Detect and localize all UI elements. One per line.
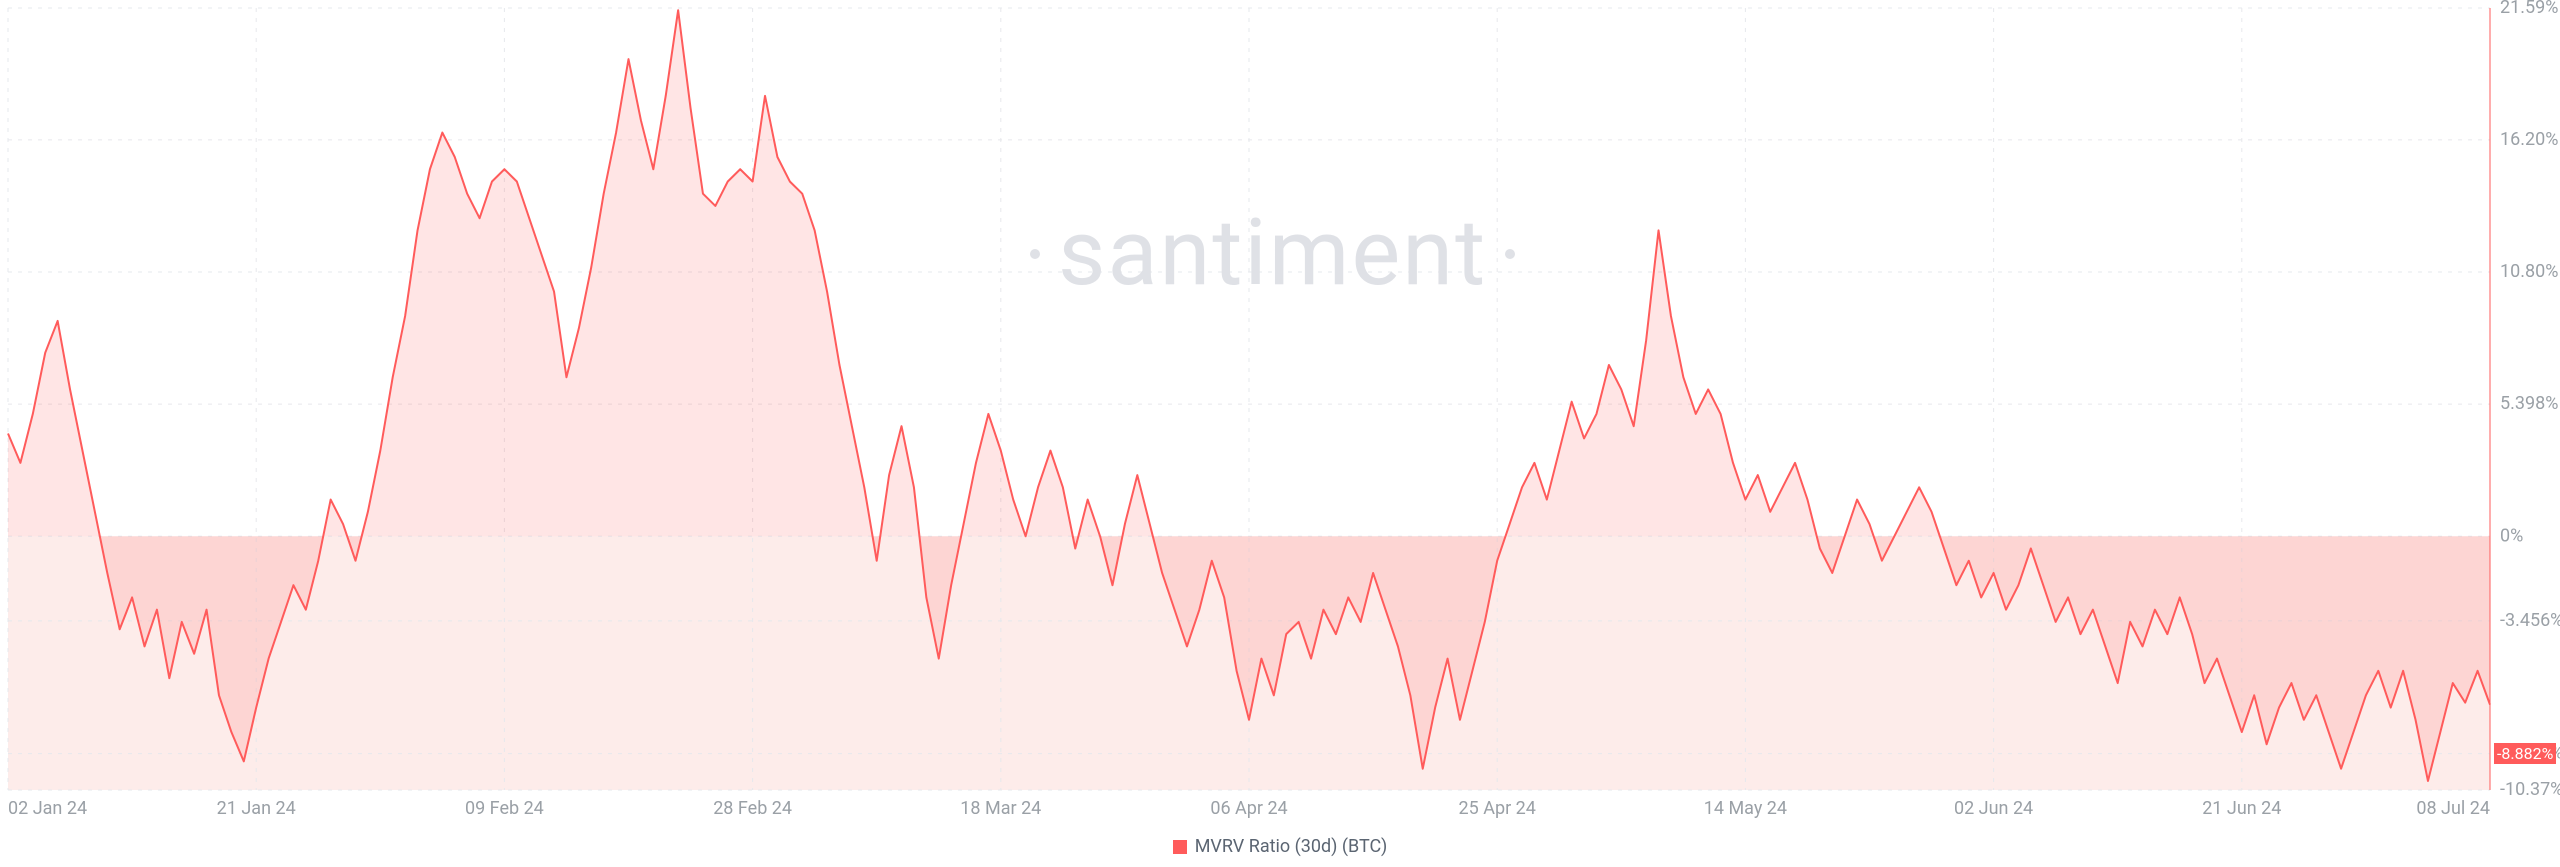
chart-container: 21.59% 16.20% 10.80% 5.398% 0% -3.456% -8.882%… (0, 0, 2560, 867)
x-tick-label: 21 Jun 24 (2202, 798, 2281, 819)
y-tick-label: 0% (2500, 525, 2523, 546)
y-tick-label: 21.59% (2500, 0, 2558, 18)
x-tick-label: 02 Jun 24 (1954, 798, 2033, 819)
y-tick-label: -3.456% (2500, 610, 2560, 631)
legend-label: MVRV Ratio (30d) (BTC) (1195, 836, 1388, 857)
x-tick-label: 06 Apr 24 (1210, 798, 1287, 819)
x-tick-label: 28 Feb 24 (713, 798, 792, 819)
x-tick-label: 08 Jul 24 (2416, 798, 2490, 819)
x-tick-label: 09 Feb 24 (465, 798, 544, 819)
legend-swatch (1173, 840, 1187, 854)
y-tick-label: 16.20% (2500, 129, 2558, 150)
y-tick-label: 5.398% (2500, 393, 2558, 414)
x-tick-label: 25 Apr 24 (1459, 798, 1536, 819)
y-tick-label: -10.37% (2500, 779, 2560, 800)
x-tick-label: 18 Mar 24 (960, 798, 1041, 819)
mvrv-area-chart[interactable]: 21.59% 16.20% 10.80% 5.398% 0% -3.456% -8.882%… (0, 0, 2560, 867)
x-tick-label: 02 Jan 24 (8, 798, 87, 819)
y-tick-label: 10.80% (2500, 261, 2558, 282)
legend: MVRV Ratio (30d) (BTC) (0, 836, 2560, 857)
current-value-badge: -8.882% (2494, 743, 2556, 764)
x-tick-label: 21 Jan 24 (217, 798, 296, 819)
x-tick-label: 14 May 24 (1704, 798, 1787, 819)
